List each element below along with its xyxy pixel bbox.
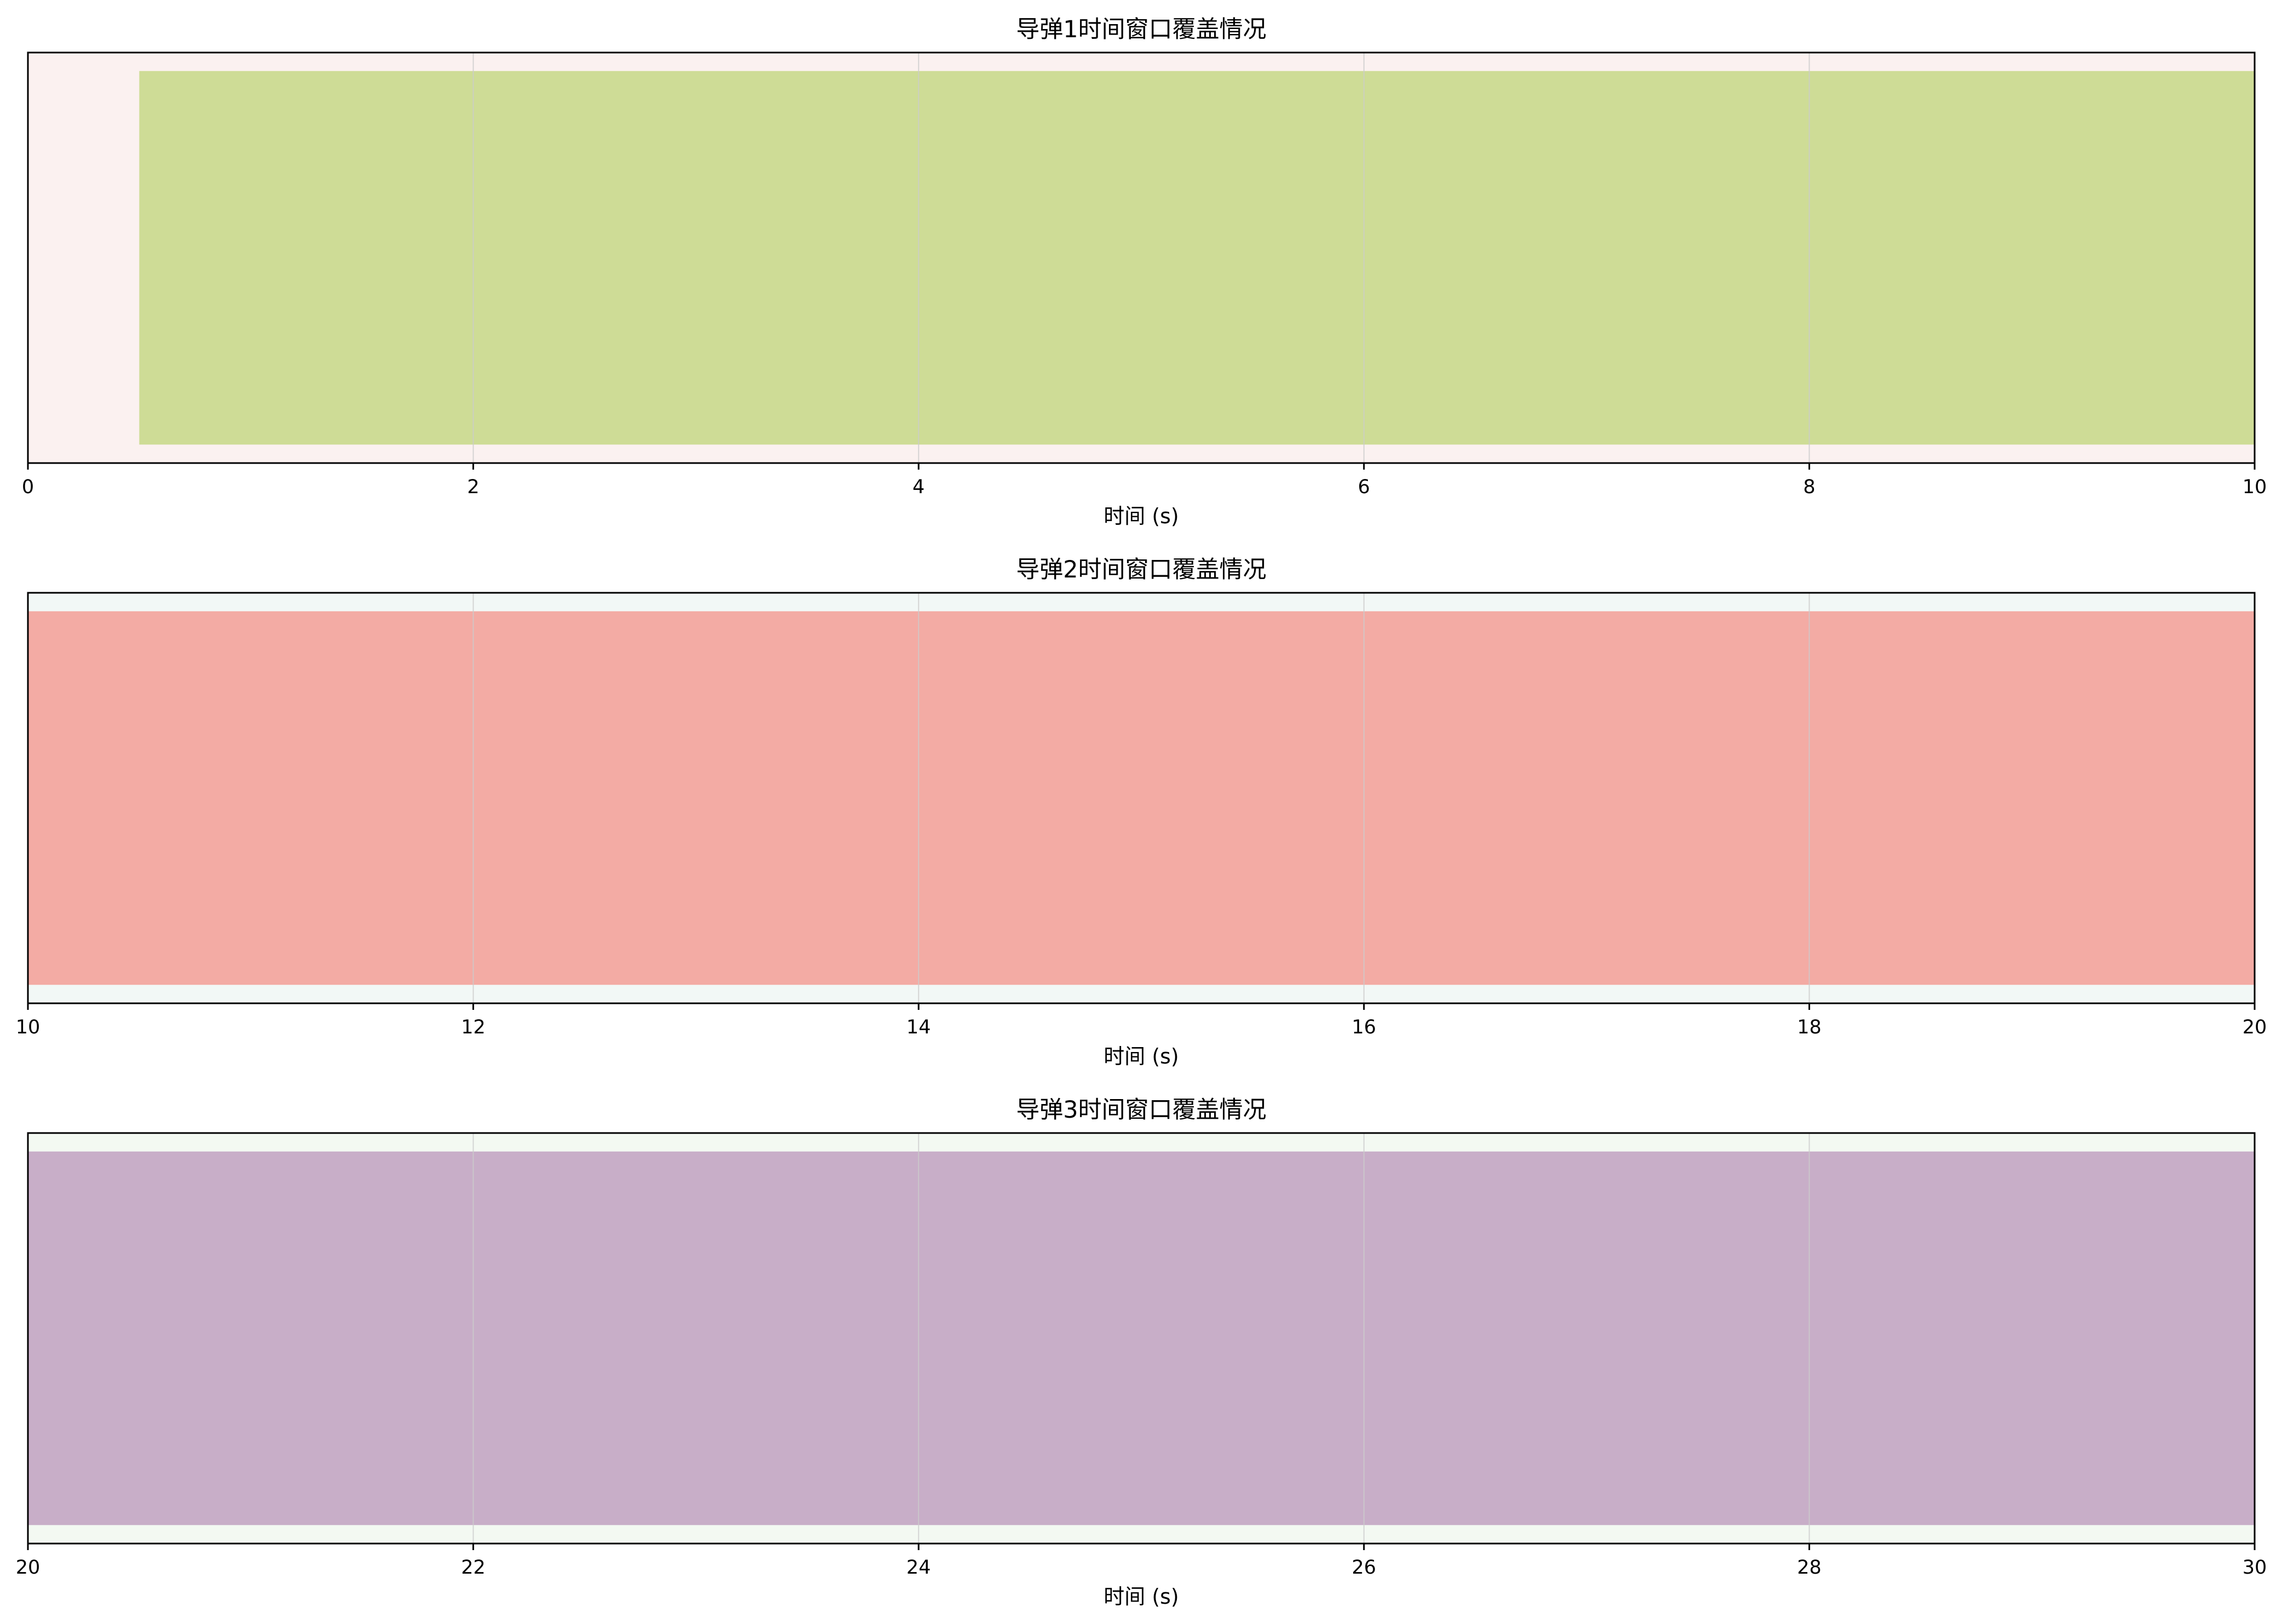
x-tick-label: 0	[22, 476, 34, 498]
interval-bar	[139, 71, 2255, 445]
x-tick-label: 20	[2243, 1016, 2267, 1038]
x-tick-label: 26	[1352, 1557, 1377, 1579]
chart-title: 导弹1时间窗口覆盖情况	[1016, 16, 1266, 43]
x-axis-label: 时间 (s)	[1104, 504, 1179, 528]
x-tick-label: 24	[906, 1557, 931, 1579]
x-tick-label: 20	[16, 1557, 41, 1579]
x-tick-label: 2	[467, 476, 479, 498]
x-tick-label: 16	[1352, 1016, 1377, 1038]
x-tick-label: 10	[16, 1016, 41, 1038]
axes-frame	[27, 1132, 2256, 1545]
chart-title: 导弹3时间窗口覆盖情况	[1016, 1096, 1266, 1124]
interval-bar	[28, 1151, 2255, 1525]
x-tick-label: 12	[461, 1016, 486, 1038]
x-tick-label: 18	[1797, 1016, 1822, 1038]
axes-frame	[27, 592, 2256, 1004]
x-tick-label: 28	[1797, 1557, 1822, 1579]
x-tick-label: 14	[906, 1016, 931, 1038]
x-tick-label: 30	[2243, 1557, 2267, 1579]
chart-title: 导弹2时间窗口覆盖情况	[1016, 556, 1266, 583]
axes-frame	[27, 51, 2256, 464]
x-tick-label: 10	[2243, 476, 2267, 498]
x-axis-label: 时间 (s)	[1104, 1585, 1179, 1609]
x-tick-label: 22	[461, 1557, 486, 1579]
interval-bar	[28, 611, 2255, 985]
x-tick-label: 6	[1358, 476, 1370, 498]
x-tick-label: 8	[1803, 476, 1815, 498]
x-tick-label: 4	[912, 476, 925, 498]
x-axis-label: 时间 (s)	[1104, 1044, 1179, 1068]
